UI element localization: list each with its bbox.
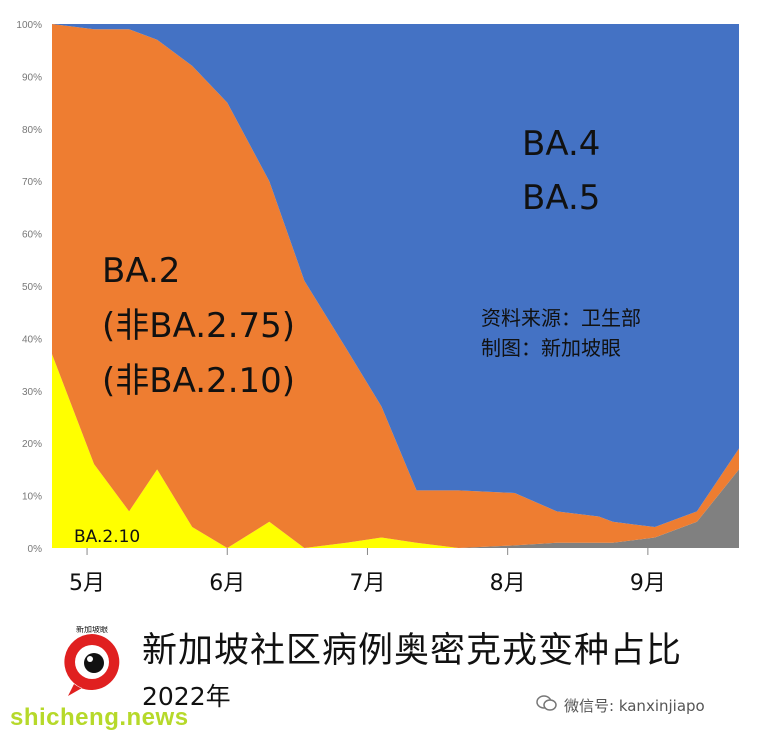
chart-title: 新加坡社区病例奥密克戎变种占比 (142, 631, 683, 671)
chart-subtitle: 2022年 (142, 682, 231, 711)
label-ba4: BA.4 (522, 124, 600, 164)
brand-logo-icon: 新加坡眼 (56, 624, 128, 702)
y-tick-label: 20% (22, 439, 42, 450)
y-axis: 0% 10% 20% 30% 40% 50% 60% 70% 80% 90% 100% (16, 20, 42, 555)
logo-text: 新加坡眼 (76, 626, 108, 634)
y-tick-label: 0% (28, 544, 43, 555)
y-tick-label: 40% (22, 334, 42, 345)
chart: 0% 10% 20% 30% 40% 50% 60% 70% 80% 90% 100% 5月 6月 7月… (16, 20, 739, 596)
label-not-ba210: (非BA.2.10) (102, 361, 295, 401)
y-tick-label: 60% (22, 230, 42, 241)
label-ba210: BA.2.10 (74, 527, 140, 547)
y-tick-label: 80% (22, 125, 42, 136)
x-tick-label: 5月 (69, 571, 105, 596)
area-series-2 (52, 24, 739, 548)
y-tick-label: 10% (22, 492, 42, 503)
x-tick-label: 8月 (490, 571, 526, 596)
label-ba2: BA.2 (102, 251, 180, 291)
wechat-label: 微信号: kanxinjiapo (564, 696, 705, 715)
y-tick-label: 90% (22, 72, 42, 83)
credit-line: 制图：新加坡眼 (481, 336, 621, 360)
area-series-0 (52, 354, 739, 548)
area-series-3 (52, 24, 739, 528)
x-tick-label: 7月 (349, 571, 385, 596)
y-tick-label: 50% (22, 282, 42, 293)
x-tick-label: 9月 (630, 571, 666, 596)
source-line: 资料来源：卫生部 (481, 306, 641, 330)
y-tick-label: 70% (22, 177, 42, 188)
site-watermark: shicheng.news (10, 704, 189, 731)
y-tick-label: 30% (22, 387, 42, 398)
label-not-ba275: (非BA.2.75) (102, 306, 295, 346)
label-ba5: BA.5 (522, 178, 600, 218)
plot-area (52, 24, 739, 548)
y-tick-label: 100% (16, 20, 42, 31)
title-block: 新加坡社区病例奥密克戎变种占比 2022年 (142, 622, 682, 713)
wechat-icon (536, 694, 558, 716)
wechat-id: 微信号: kanxinjiapo (536, 694, 705, 716)
x-axis: 5月 6月 7月 8月 9月 (69, 548, 666, 596)
x-tick-label: 6月 (209, 571, 245, 596)
annotations: BA.4 BA.5 BA.2 (非BA.2.75) (非BA.2.10) BA.2.10 资… (74, 124, 641, 547)
